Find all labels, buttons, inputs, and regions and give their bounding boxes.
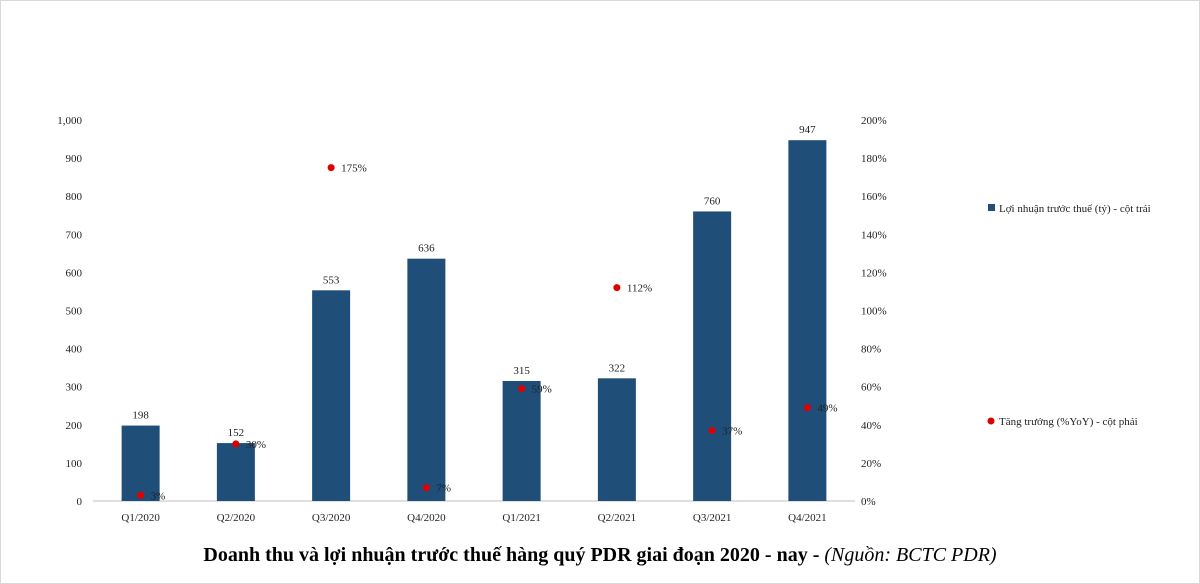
right-tick-label: 160%	[861, 191, 887, 203]
growth-point	[708, 427, 716, 435]
bar-value-label: 315	[513, 365, 530, 377]
growth-value-label: 59%	[532, 384, 552, 396]
bar	[312, 290, 351, 501]
left-tick-label: 1,000	[57, 115, 82, 127]
growth-value-label: 49%	[817, 403, 837, 415]
growth-value-label: 175%	[341, 163, 367, 175]
x-tick-label: Q3/2020	[312, 512, 351, 524]
x-tick-label: Q2/2020	[217, 512, 256, 524]
bar-value-label: 198	[132, 410, 149, 422]
bar-value-label: 760	[704, 195, 721, 207]
growth-point	[518, 385, 526, 393]
growth-value-label: 37%	[722, 426, 742, 438]
left-tick-label: 100	[66, 458, 83, 470]
right-tick-label: 180%	[861, 153, 887, 165]
bar	[788, 140, 827, 501]
bar	[502, 380, 541, 501]
chart-caption: Doanh thu và lợi nhuận trước thuế hàng q…	[0, 544, 1200, 567]
left-tick-label: 400	[66, 344, 83, 356]
bar	[597, 378, 636, 501]
right-axis: 0% 20% 40% 60% 80% 100% 120% 140% 160% 180% 200%	[861, 115, 887, 508]
legend-label-profit: Lợi nhuận trước thuế (tỷ) - cột trái	[999, 203, 1151, 215]
x-tick-label: Q3/2021	[693, 512, 732, 524]
bar	[693, 211, 732, 501]
bar-value-label: 553	[323, 274, 340, 286]
left-tick-label: 0	[77, 496, 83, 508]
left-axis: 0 100 200 300 400 500 600 700 800 900 1,000	[57, 115, 82, 508]
combo-chart: 0 100 200 300 400 500 600 700 800 900 1,000 0% 20% 4…	[57, 115, 1151, 524]
growth-point	[137, 491, 145, 499]
growth-value-label: 112%	[627, 283, 652, 295]
bar	[407, 258, 446, 501]
legend-swatch-growth	[987, 417, 995, 425]
left-tick-label: 900	[66, 153, 83, 165]
bar-series: 198 152 553 636 315 322 760 947	[121, 124, 827, 501]
right-tick-label: 60%	[861, 382, 881, 394]
left-tick-label: 300	[66, 382, 83, 394]
right-tick-label: 100%	[861, 306, 887, 318]
left-tick-label: 500	[66, 306, 83, 318]
left-tick-label: 600	[66, 267, 83, 279]
legend: Lợi nhuận trước thuế (tỷ) - cột trái Tăn…	[987, 203, 1151, 428]
x-axis: Q1/2020 Q2/2020 Q3/2020 Q4/2020 Q1/2021 Q2/20…	[93, 500, 855, 524]
bar	[216, 443, 255, 501]
bar-value-label: 152	[228, 427, 245, 439]
left-tick-label: 700	[66, 229, 83, 241]
x-tick-label: Q4/2020	[407, 512, 446, 524]
growth-series: 3% 30% 175% 7% 59% 112% 37% 49%	[137, 163, 838, 502]
x-tick-label: Q4/2021	[788, 512, 827, 524]
legend-label-growth: Tăng trưởng (%YoY) - cột phải	[999, 416, 1138, 428]
growth-value-label: 7%	[436, 483, 451, 495]
bar-value-label: 322	[609, 362, 626, 374]
growth-value-label: 30%	[246, 439, 266, 451]
left-tick-label: 200	[66, 420, 83, 432]
x-tick-label: Q1/2021	[502, 512, 541, 524]
x-tick-label: Q2/2021	[598, 512, 637, 524]
legend-swatch-profit	[988, 204, 995, 211]
right-tick-label: 80%	[861, 344, 881, 356]
x-tick-label: Q1/2020	[121, 512, 160, 524]
caption-source: (Nguồn: BCTC PDR)	[824, 544, 997, 566]
right-tick-label: 20%	[861, 458, 881, 470]
caption-main: Doanh thu và lợi nhuận trước thuế hàng q…	[203, 544, 825, 566]
bar	[121, 425, 160, 501]
growth-point	[327, 164, 335, 172]
growth-point	[232, 440, 240, 448]
right-tick-label: 200%	[861, 115, 887, 127]
bar-value-label: 947	[799, 124, 816, 136]
right-tick-label: 0%	[861, 496, 876, 508]
growth-point	[613, 284, 621, 292]
growth-point	[422, 484, 430, 492]
right-tick-label: 140%	[861, 229, 887, 241]
growth-value-label: 3%	[151, 490, 166, 502]
left-tick-label: 800	[66, 191, 83, 203]
right-tick-label: 120%	[861, 267, 887, 279]
right-tick-label: 40%	[861, 420, 881, 432]
growth-point	[803, 404, 811, 412]
bar-value-label: 636	[418, 243, 435, 255]
